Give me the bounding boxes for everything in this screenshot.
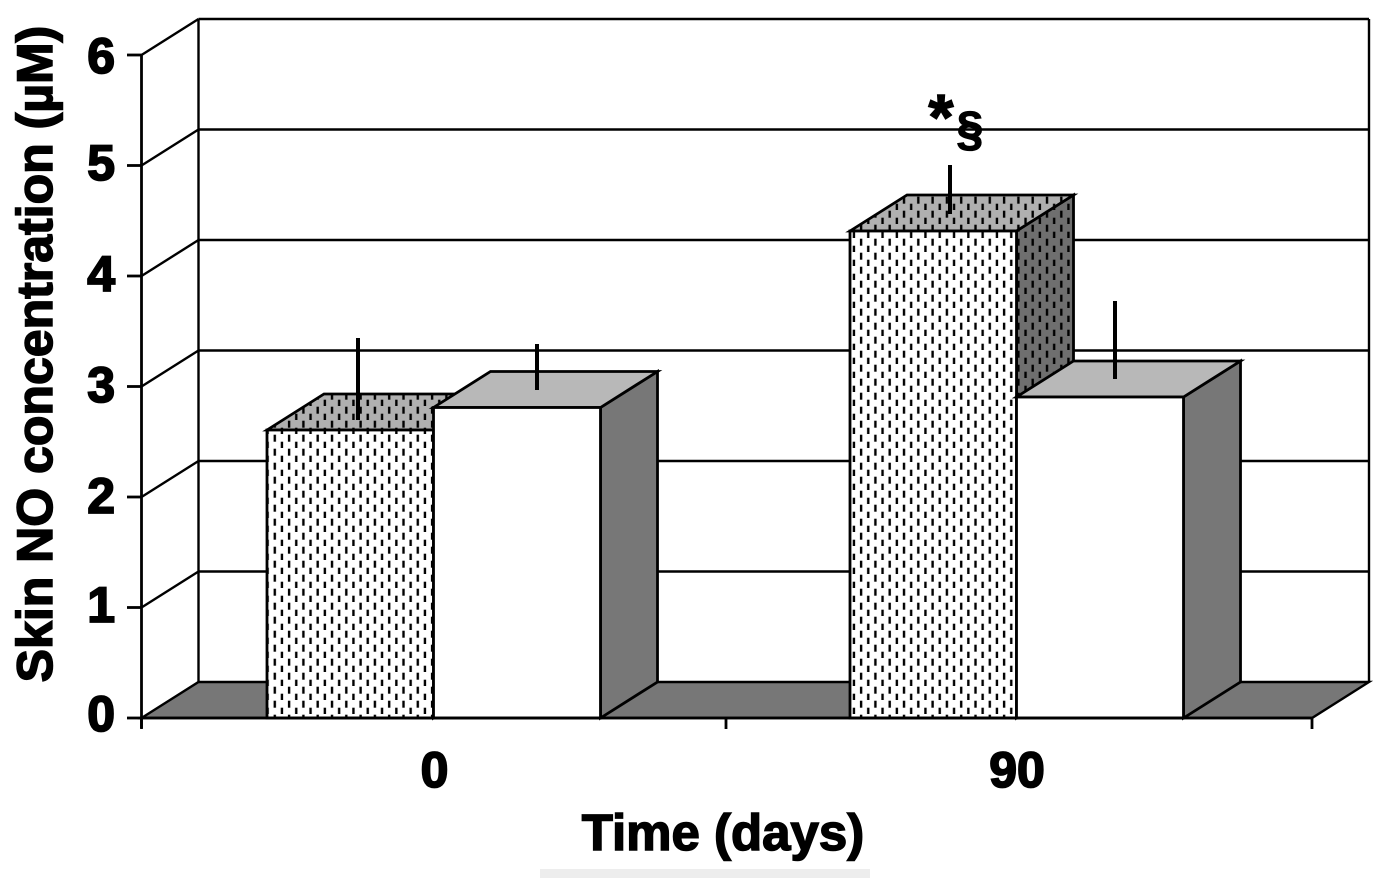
svg-text:6: 6 (87, 28, 115, 84)
svg-text:§: § (957, 103, 984, 156)
svg-text:2: 2 (87, 468, 115, 524)
svg-text:Time (days): Time (days) (582, 804, 865, 861)
svg-text:*: * (929, 81, 954, 153)
svg-text:4: 4 (87, 246, 115, 302)
svg-text:0: 0 (87, 686, 115, 742)
svg-text:Skin NO concentration (µM): Skin NO concentration (µM) (7, 26, 63, 683)
svg-text:0: 0 (421, 742, 449, 798)
svg-text:1: 1 (87, 577, 115, 633)
svg-text:3: 3 (87, 357, 115, 413)
svg-text:90: 90 (989, 742, 1045, 798)
svg-text:5: 5 (87, 135, 115, 191)
